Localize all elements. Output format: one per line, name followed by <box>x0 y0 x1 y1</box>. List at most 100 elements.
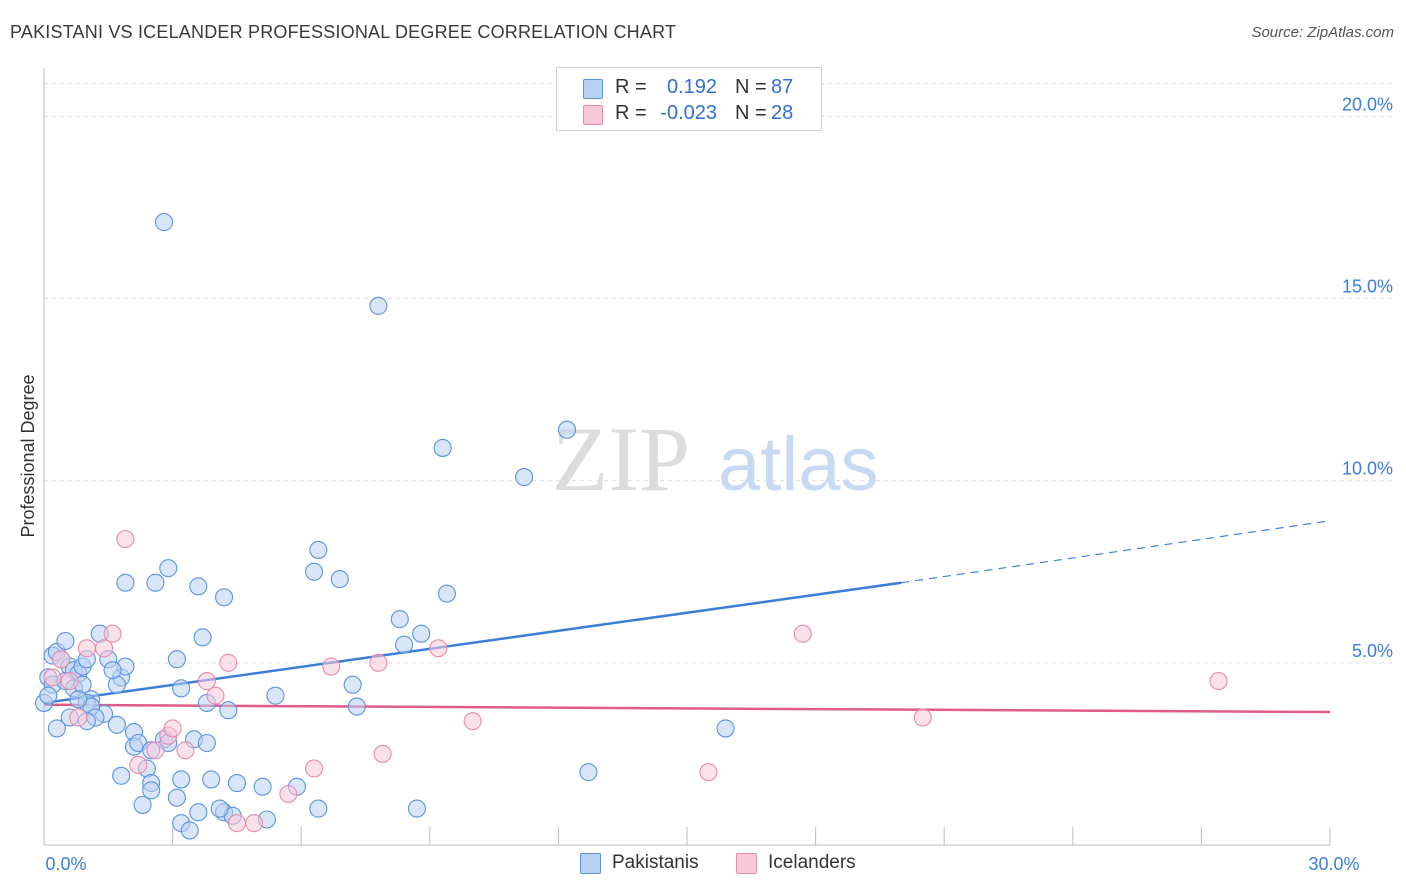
y-tick-label: 5.0% <box>1352 641 1393 661</box>
point-pakistanis <box>69 690 88 709</box>
point-icelanders <box>69 708 88 727</box>
trend-lines <box>43 520 1331 714</box>
y-tick-label: 15.0% <box>1342 277 1393 297</box>
x-tick-label: 30.0% <box>1308 854 1359 874</box>
axes <box>43 68 1331 846</box>
point-icelanders <box>913 708 932 727</box>
point-pakistanis <box>47 719 66 738</box>
point-icelanders <box>52 650 71 669</box>
data-points <box>34 213 1228 840</box>
point-icelanders <box>60 672 79 691</box>
point-icelanders <box>429 639 448 658</box>
point-pakistanis <box>579 763 598 782</box>
point-pakistanis <box>395 635 414 654</box>
point-icelanders <box>369 653 388 672</box>
legend-swatch-pink <box>583 105 603 125</box>
point-pakistanis <box>390 610 409 629</box>
point-pakistanis <box>189 803 208 822</box>
point-pakistanis <box>193 628 212 647</box>
point-icelanders <box>206 686 225 705</box>
legend-row-pakistanis: R = 0.192 N = 87 <box>557 76 821 102</box>
point-pakistanis <box>219 701 238 720</box>
point-pakistanis <box>227 774 246 793</box>
point-icelanders <box>373 744 392 763</box>
point-pakistanis <box>330 570 349 589</box>
point-pakistanis <box>142 781 161 800</box>
y-tick-label: 10.0% <box>1342 459 1393 479</box>
trend-line-pakistanis-projection <box>901 520 1331 584</box>
grid-lines <box>44 83 1395 664</box>
point-pakistanis <box>107 715 126 734</box>
point-pakistanis <box>172 679 191 698</box>
point-icelanders <box>463 712 482 731</box>
point-icelanders <box>77 639 96 658</box>
point-pakistanis <box>557 420 577 439</box>
point-pakistanis <box>214 588 234 607</box>
point-pakistanis <box>305 562 324 581</box>
point-pakistanis <box>39 686 58 705</box>
n-value: 28 <box>771 102 794 124</box>
point-icelanders <box>43 668 62 687</box>
point-pakistanis <box>133 795 152 814</box>
point-pakistanis <box>266 686 285 705</box>
point-pakistanis <box>146 573 165 592</box>
r-label: R = <box>615 76 647 98</box>
r-label: R = <box>615 102 647 124</box>
point-icelanders <box>176 741 195 760</box>
stats-legend: R = 0.192 N = 87 R = -0.023 N = 28 <box>556 67 822 131</box>
point-pakistanis <box>116 573 135 592</box>
point-pakistanis <box>180 821 199 840</box>
r-value: -0.023 <box>660 102 717 124</box>
point-pakistanis <box>347 697 366 716</box>
point-pakistanis <box>343 675 362 694</box>
point-pakistanis <box>433 438 452 457</box>
legend-label-pakistanis: Pakistanis <box>612 852 699 873</box>
x-tick-label: 0.0% <box>45 854 86 874</box>
point-icelanders <box>699 763 718 782</box>
point-icelanders <box>219 653 238 672</box>
point-pakistanis <box>172 770 191 789</box>
point-pakistanis <box>716 719 735 738</box>
point-icelanders <box>227 814 246 833</box>
point-icelanders <box>244 814 264 833</box>
point-pakistanis <box>412 624 431 643</box>
point-icelanders <box>94 639 114 658</box>
point-icelanders <box>793 624 812 643</box>
legend-swatch-blue <box>583 79 603 99</box>
n-label: N = <box>735 76 767 98</box>
trend-line-icelanders <box>43 703 1331 714</box>
point-icelanders <box>163 719 182 738</box>
point-icelanders <box>1209 672 1228 691</box>
point-pakistanis <box>56 631 75 651</box>
point-icelanders <box>322 657 341 676</box>
trend-line-pakistanis <box>43 581 902 705</box>
point-pakistanis <box>112 766 131 785</box>
y-tick-label: 20.0% <box>1342 94 1393 114</box>
point-icelanders <box>146 741 165 760</box>
point-pakistanis <box>103 661 122 680</box>
legend-label-icelanders: Icelanders <box>768 852 856 873</box>
n-value: 87 <box>771 76 794 98</box>
point-pakistanis <box>437 584 456 603</box>
n-label: N = <box>735 102 767 124</box>
point-icelanders <box>305 759 324 778</box>
source-label: Source: ZipAtlas.com <box>1251 24 1394 41</box>
point-icelanders <box>116 529 135 549</box>
watermark-zip: ZIP <box>552 408 690 510</box>
chart-title: PAKISTANI VS ICELANDER PROFESSIONAL DEGR… <box>10 22 677 42</box>
point-pakistanis <box>167 788 186 807</box>
point-pakistanis <box>515 468 534 487</box>
legend-row-icelanders: R = -0.023 N = 28 <box>557 102 821 128</box>
point-pakistanis <box>210 799 229 818</box>
point-pakistanis <box>253 777 272 796</box>
point-icelanders <box>129 755 148 774</box>
point-pakistanis <box>189 577 208 596</box>
watermark-atlas: atlas <box>718 422 879 507</box>
point-pakistanis <box>159 559 178 578</box>
point-icelanders <box>197 672 216 691</box>
point-pakistanis <box>197 733 216 753</box>
point-pakistanis <box>167 650 186 669</box>
point-pakistanis <box>154 213 174 232</box>
point-pakistanis <box>309 540 328 559</box>
